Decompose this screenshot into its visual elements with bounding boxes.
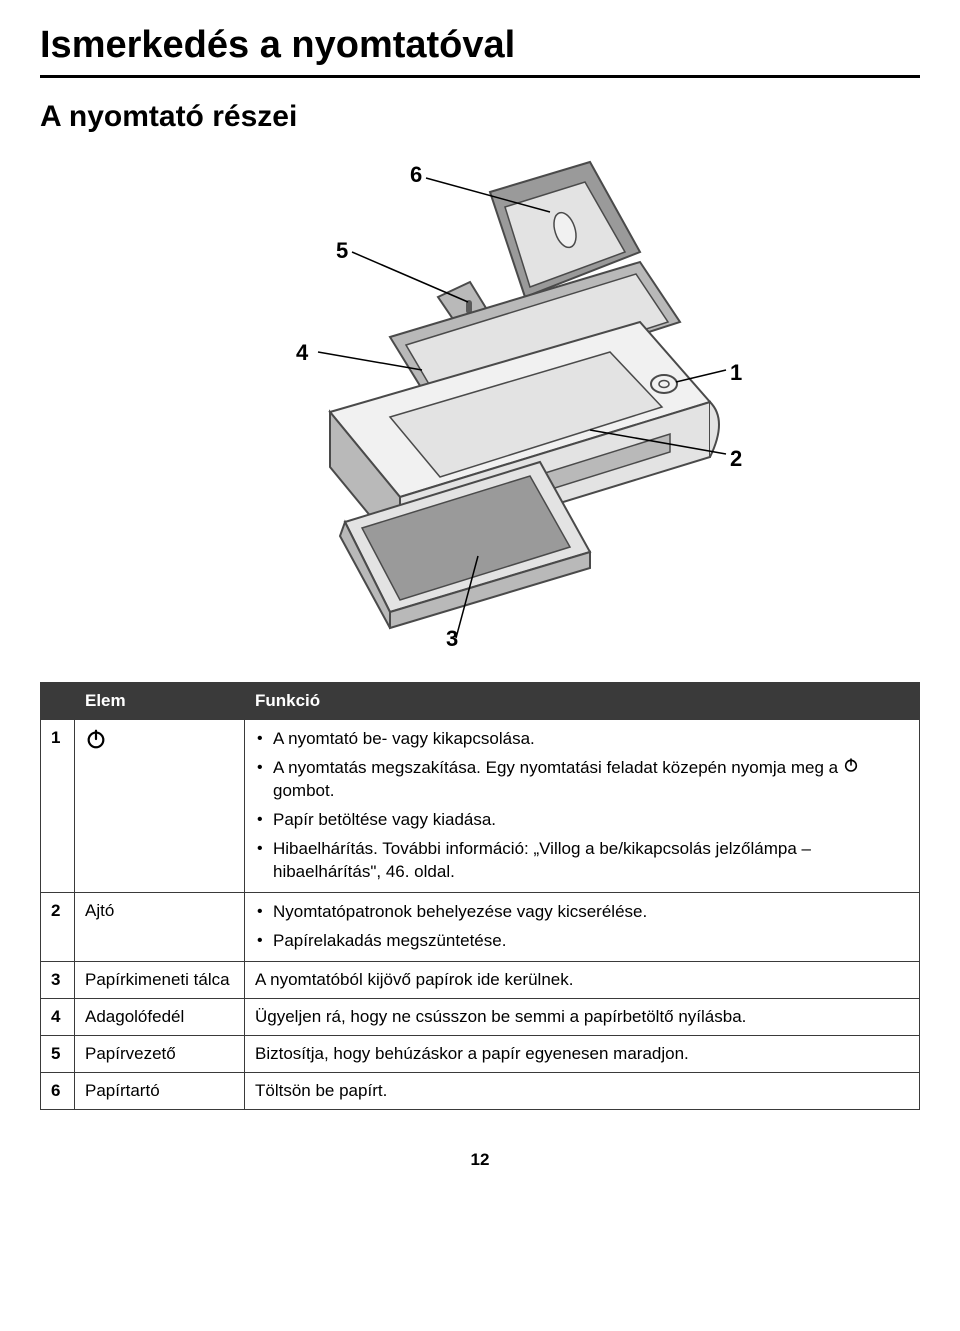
row-func: A nyomtatóból kijövő papírok ide kerülne… xyxy=(245,961,920,998)
row-item: Adagolófedél xyxy=(75,998,245,1035)
row-item: Ajtó xyxy=(75,892,245,961)
row-item: Papírkimeneti tálca xyxy=(75,961,245,998)
row-num: 5 xyxy=(41,1035,75,1072)
list-item: Papír betöltése vagy kiadása. xyxy=(255,809,909,832)
list-item: Papírelakadás megszüntetése. xyxy=(255,930,909,953)
row-func: Nyomtatópatronok behelyezése vagy kicser… xyxy=(245,892,920,961)
table-header-row: Elem Funkció xyxy=(41,683,920,720)
list-item: A nyomtató be- vagy kikapcsolása. xyxy=(255,728,909,751)
callout-1: 1 xyxy=(730,360,742,386)
row-item: Papírtartó xyxy=(75,1072,245,1109)
page-number: 12 xyxy=(40,1150,920,1170)
callout-3: 3 xyxy=(446,626,458,652)
header-item: Elem xyxy=(75,683,245,720)
header-func: Funkció xyxy=(245,683,920,720)
section-heading: A nyomtató részei xyxy=(40,100,920,134)
callout-6: 6 xyxy=(410,162,422,188)
row-func: Biztosítja, hogy behúzáskor a papír egye… xyxy=(245,1035,920,1072)
row-num: 4 xyxy=(41,998,75,1035)
table-row: 2Ajtó Nyomtatópatronok behelyezése vagy k… xyxy=(41,892,920,961)
row-func: Ügyeljen rá, hogy ne csússzon be semmi a… xyxy=(245,998,920,1035)
table-row: 6PapírtartóTöltsön be papírt. xyxy=(41,1072,920,1109)
power-icon xyxy=(85,728,107,750)
printer-diagram: 6 5 4 1 2 3 xyxy=(170,152,790,672)
printer-diagram-wrap: 6 5 4 1 2 3 xyxy=(40,152,920,672)
row-func: Töltsön be papírt. xyxy=(245,1072,920,1109)
list-item: Nyomtatópatronok behelyezése vagy kicser… xyxy=(255,901,909,924)
row-func: A nyomtató be- vagy kikapcsolása. A nyomt… xyxy=(245,720,920,893)
row-num: 2 xyxy=(41,892,75,961)
list-item: Hibaelhárítás. További információ: „Vill… xyxy=(255,838,909,884)
row-num: 6 xyxy=(41,1072,75,1109)
callout-2: 2 xyxy=(730,446,742,472)
list-item: A nyomtatás megszakítása. Egy nyomtatási… xyxy=(255,757,909,803)
parts-table: Elem Funkció 1 A nyomtató be- vagy kikapc… xyxy=(40,682,920,1110)
row-item xyxy=(75,720,245,893)
printer-diagram-svg xyxy=(170,152,790,672)
power-icon xyxy=(843,757,859,773)
row-num: 1 xyxy=(41,720,75,893)
callout-4: 4 xyxy=(296,340,308,366)
table-row: 3Papírkimeneti tálcaA nyomtatóból kijövő… xyxy=(41,961,920,998)
table-row: 1A nyomtató be- vagy kikapcsolása.A nyom… xyxy=(41,720,920,893)
row-item: Papírvezető xyxy=(75,1035,245,1072)
page-title: Ismerkedés a nyomtatóval xyxy=(40,24,920,67)
title-rule xyxy=(40,75,920,78)
table-row: 5PapírvezetőBiztosítja, hogy behúzáskor … xyxy=(41,1035,920,1072)
header-num xyxy=(41,683,75,720)
row-num: 3 xyxy=(41,961,75,998)
table-row: 4AdagolófedélÜgyeljen rá, hogy ne csússz… xyxy=(41,998,920,1035)
callout-5: 5 xyxy=(336,238,348,264)
